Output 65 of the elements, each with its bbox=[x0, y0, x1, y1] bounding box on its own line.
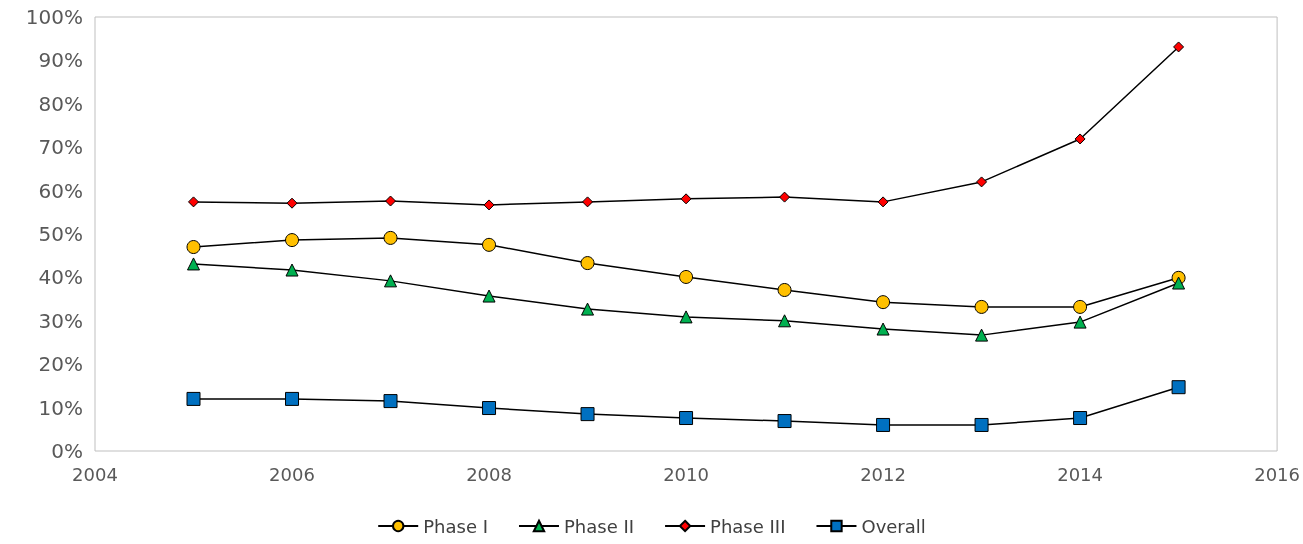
point bbox=[482, 401, 497, 416]
legend-label: Phase II bbox=[563, 515, 635, 537]
point bbox=[580, 407, 595, 422]
x-tick-label: 2008 bbox=[466, 463, 512, 485]
x-tick-label: 2006 bbox=[269, 463, 315, 485]
point bbox=[974, 417, 989, 432]
point bbox=[1073, 299, 1088, 314]
x-tick-label: 2014 bbox=[1057, 463, 1103, 485]
point bbox=[580, 256, 595, 271]
y-tick-label: 100% bbox=[25, 5, 83, 29]
point bbox=[975, 328, 989, 342]
y-tick-label: 80% bbox=[38, 91, 83, 116]
point bbox=[187, 257, 201, 271]
point bbox=[779, 191, 791, 203]
point bbox=[876, 322, 890, 336]
point bbox=[1073, 411, 1088, 426]
y-tick-label: 10% bbox=[38, 395, 83, 420]
point bbox=[1074, 133, 1086, 145]
point bbox=[876, 295, 891, 310]
point bbox=[285, 233, 300, 248]
point bbox=[1172, 276, 1186, 290]
point bbox=[974, 299, 989, 314]
x-tick-label: 2004 bbox=[72, 463, 118, 485]
point bbox=[679, 269, 694, 284]
point bbox=[1171, 380, 1186, 395]
point bbox=[482, 237, 497, 252]
point bbox=[976, 176, 988, 188]
point bbox=[1173, 41, 1185, 53]
point bbox=[384, 274, 398, 288]
point bbox=[285, 391, 300, 406]
point bbox=[186, 240, 201, 255]
x-tick-label: 2012 bbox=[860, 463, 906, 485]
y-tick-label: 50% bbox=[38, 222, 83, 246]
y-tick-label: 90% bbox=[38, 48, 83, 73]
y-tick-label: 70% bbox=[38, 135, 83, 160]
point bbox=[385, 195, 397, 207]
point bbox=[1073, 315, 1087, 329]
point bbox=[285, 263, 299, 277]
point bbox=[876, 417, 891, 432]
legend-label: Phase I bbox=[423, 515, 488, 537]
y-tick-label: 60% bbox=[38, 178, 83, 203]
x-tick-label: 2010 bbox=[663, 463, 709, 485]
point bbox=[582, 196, 594, 208]
y-tick-label: 30% bbox=[38, 308, 83, 333]
point bbox=[383, 230, 398, 245]
x-tick-label: 2016 bbox=[1254, 463, 1300, 485]
point bbox=[482, 289, 496, 303]
point bbox=[778, 314, 792, 328]
point bbox=[186, 391, 201, 406]
point bbox=[383, 394, 398, 409]
point bbox=[777, 414, 792, 429]
legend-label: Overall bbox=[861, 515, 926, 537]
point bbox=[877, 196, 889, 208]
y-tick-label: 20% bbox=[38, 352, 83, 377]
point bbox=[581, 302, 595, 316]
y-tick-label: 40% bbox=[38, 265, 83, 290]
point bbox=[188, 196, 200, 208]
point bbox=[483, 199, 495, 211]
legend-label: Phase III bbox=[710, 515, 786, 537]
point bbox=[286, 197, 298, 209]
point bbox=[680, 193, 692, 205]
y-tick-label: 0% bbox=[51, 439, 83, 463]
point bbox=[679, 310, 693, 324]
point bbox=[777, 282, 792, 297]
point bbox=[679, 411, 694, 426]
